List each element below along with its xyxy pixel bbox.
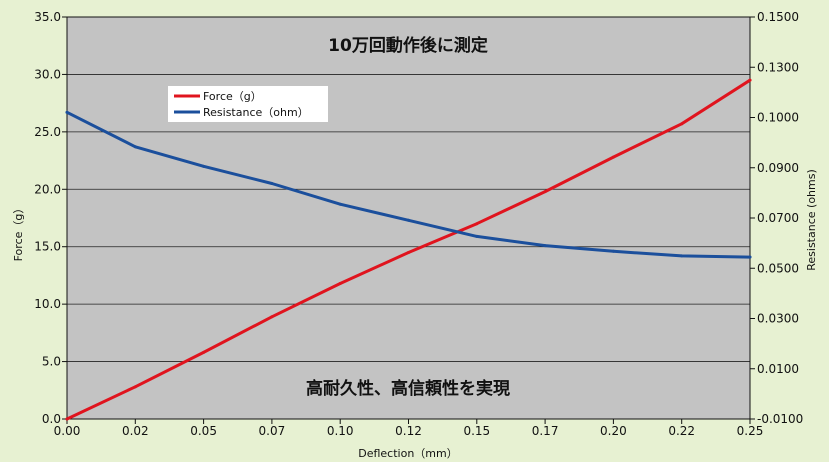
- y2-tick-label: 0.0100: [757, 362, 799, 376]
- y-tick-label: 35.0: [34, 10, 61, 24]
- force-point: [338, 281, 342, 285]
- y-axis-label: Force（g）: [12, 203, 25, 262]
- force-point: [748, 78, 752, 82]
- x-tick-label: 0.07: [259, 424, 286, 438]
- axes: 0.0 5.0 10.0 15.0 20.0 25.0 30.0 35.0 -0.0100 0.0…: [34, 10, 803, 438]
- legend-force-label: Force（g）: [203, 90, 262, 103]
- force-point: [65, 417, 69, 421]
- y2-axis-label: Resistance (ohms): [805, 169, 818, 271]
- y2-tick-label: 0.1300: [757, 60, 799, 74]
- force-point: [475, 222, 479, 226]
- force-point: [611, 155, 615, 159]
- y2-tick-label: 0.0500: [757, 261, 799, 275]
- force-point: [202, 350, 206, 354]
- x-tick-label: 0.22: [668, 424, 695, 438]
- x-tick-label: 0.17: [532, 424, 559, 438]
- x-tick-label: 0.25: [737, 424, 764, 438]
- x-tick-label: 0.10: [327, 424, 354, 438]
- resistance-point: [475, 234, 479, 238]
- force-point: [133, 385, 137, 389]
- y2-tick-label: 0.0300: [757, 312, 799, 326]
- resistance-point: [65, 110, 69, 114]
- resistance-point: [133, 145, 137, 149]
- legend-resistance-label: Resistance（ohm）: [203, 106, 309, 119]
- annotation-bottom: 高耐久性、高信頼性を実現: [306, 378, 510, 399]
- y-tick-label: 25.0: [34, 125, 61, 139]
- x-tick-label: 0.12: [395, 424, 422, 438]
- x-axis-label: Deflection（mm）: [358, 447, 457, 460]
- y-tick-label: 0.0: [42, 412, 61, 426]
- resistance-point: [202, 164, 206, 168]
- y-tick-label: 20.0: [34, 182, 61, 196]
- x-tick-label: 0.15: [463, 424, 490, 438]
- resistance-point: [543, 244, 547, 248]
- plot-area: [67, 17, 750, 419]
- x-tick-label: 0.02: [122, 424, 149, 438]
- y2-tick-label: 0.0900: [757, 161, 799, 175]
- y-tick-label: 10.0: [34, 297, 61, 311]
- resistance-point: [611, 249, 615, 253]
- x-tick-label: 0.00: [54, 424, 81, 438]
- resistance-point: [748, 255, 752, 259]
- x-tick-label: 0.20: [600, 424, 627, 438]
- resistance-point: [338, 202, 342, 206]
- legend-box: [168, 86, 328, 122]
- y2-tick-label: 0.1500: [757, 10, 799, 24]
- x-tick-label: 0.05: [190, 424, 217, 438]
- grid: [67, 74, 750, 362]
- resistance-point: [407, 218, 410, 222]
- force-point: [407, 250, 410, 254]
- resistance-point: [270, 182, 274, 186]
- y2-tick-label: 0.1000: [757, 111, 799, 125]
- resistance-point: [680, 254, 684, 258]
- y-tick-label: 15.0: [34, 240, 61, 254]
- y2-tick-label: 0.0700: [757, 211, 799, 225]
- y-tick-label: 30.0: [34, 67, 61, 81]
- annotation-top: 10万回動作後に測定: [328, 35, 488, 56]
- legend: Force（g） Resistance（ohm）: [168, 86, 328, 122]
- y2-tick-label: -0.0100: [757, 412, 803, 426]
- y-tick-label: 5.0: [42, 355, 61, 369]
- force-point: [270, 315, 274, 319]
- force-point: [680, 122, 684, 126]
- series-lines: [65, 78, 752, 421]
- plot-border: [66, 16, 751, 420]
- force-point: [543, 190, 547, 194]
